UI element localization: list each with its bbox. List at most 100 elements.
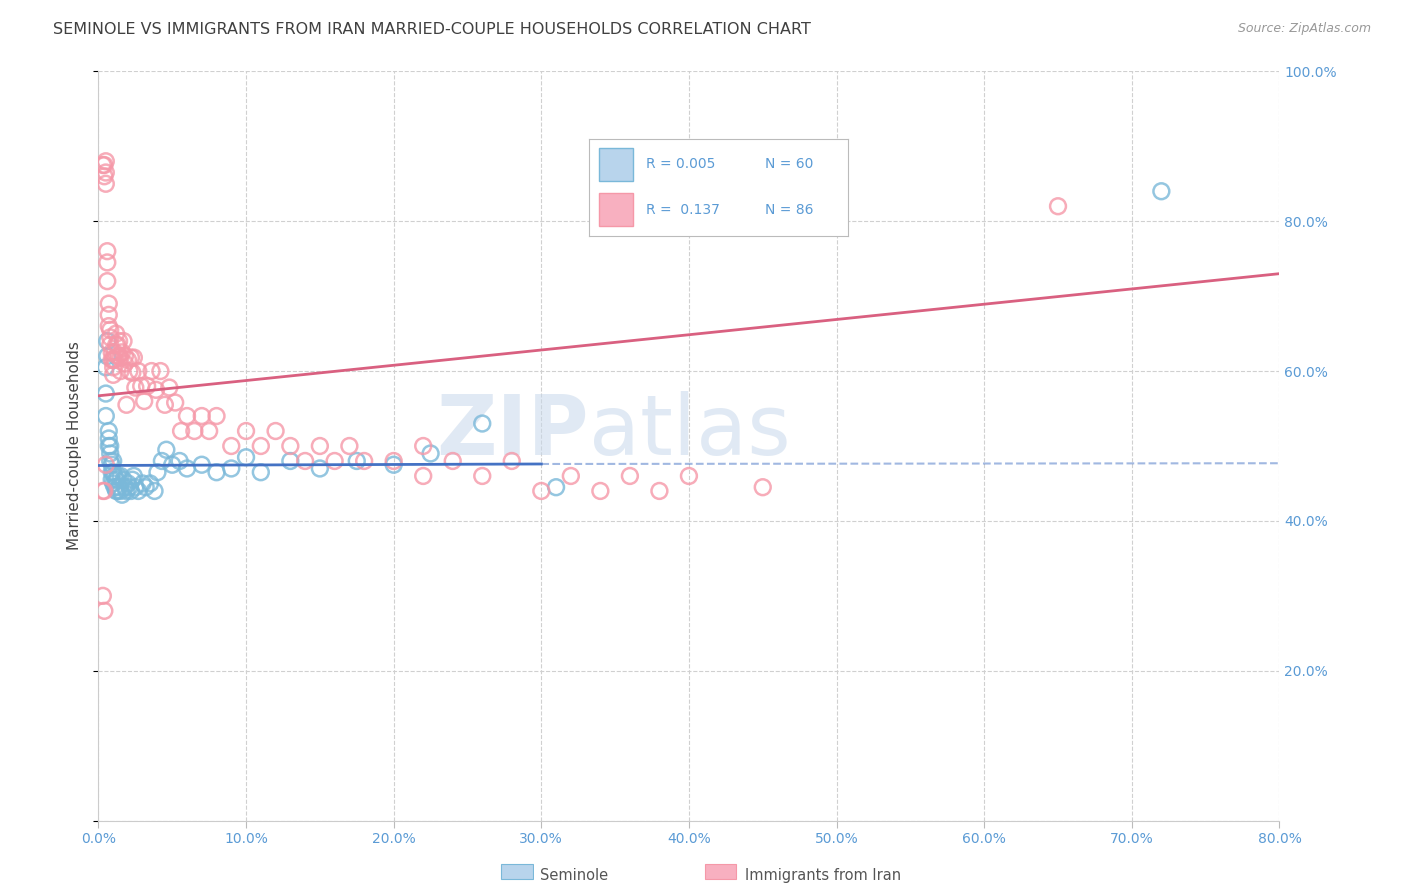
Point [115, 483, 138, 498]
Point [98, 439, 121, 453]
Point [110, 364, 132, 378]
Point [96, 255, 118, 269]
Point [419, 446, 441, 460]
Point [120, 351, 142, 365]
Point [353, 454, 375, 468]
Point [155, 442, 177, 457]
Point [122, 469, 145, 483]
Point [98, 330, 121, 344]
Point [560, 469, 582, 483]
Point [91, 158, 114, 172]
Point [135, 480, 157, 494]
Point [134, 394, 156, 409]
Point [471, 469, 494, 483]
Point [149, 364, 172, 378]
Point [103, 476, 125, 491]
Point [157, 380, 180, 394]
Point [105, 473, 128, 487]
Text: Immigrants from Iran: Immigrants from Iran [745, 869, 901, 883]
Point [118, 480, 141, 494]
Point [103, 368, 125, 382]
Point [150, 454, 173, 468]
Point [205, 465, 228, 479]
Point [100, 458, 122, 472]
Point [471, 417, 494, 431]
Point [129, 379, 152, 393]
Point [96, 244, 118, 259]
Point [107, 469, 129, 483]
Point [94, 165, 117, 179]
Point [97, 424, 120, 438]
Point [93, 158, 115, 172]
Point [323, 454, 346, 468]
Point [97, 296, 120, 310]
Point [382, 454, 405, 468]
Point [105, 326, 128, 341]
Text: ZIP: ZIP [436, 391, 589, 472]
Point [121, 473, 143, 487]
Y-axis label: Married-couple Households: Married-couple Households [67, 342, 83, 550]
Point [103, 465, 125, 479]
Point [165, 395, 187, 409]
Point [115, 398, 138, 412]
Point [127, 364, 149, 378]
Point [235, 424, 257, 438]
Point [104, 352, 127, 367]
Point [91, 483, 114, 498]
Point [110, 351, 132, 365]
Point [127, 483, 149, 498]
Point [176, 409, 198, 423]
Point [111, 488, 134, 502]
Point [107, 338, 129, 352]
Point [104, 480, 127, 494]
Point [264, 424, 287, 438]
Point [412, 469, 434, 483]
Point [122, 351, 145, 365]
Point [309, 439, 332, 453]
Point [546, 480, 568, 494]
Point [339, 439, 361, 453]
Point [280, 439, 302, 453]
Point [143, 483, 166, 498]
Point [117, 352, 139, 367]
Point [121, 366, 143, 380]
Point [124, 380, 146, 394]
Point [183, 424, 205, 438]
Point [103, 454, 125, 468]
Point [96, 334, 118, 348]
Point [111, 345, 134, 359]
Point [501, 454, 523, 468]
Point [97, 439, 120, 453]
Point [412, 439, 434, 453]
Point [162, 458, 183, 472]
Point [93, 169, 115, 184]
Point [619, 469, 641, 483]
Point [118, 364, 141, 378]
Point [221, 461, 243, 475]
Point [120, 483, 142, 498]
Point [114, 349, 136, 363]
Point [530, 483, 553, 498]
Point [98, 323, 121, 337]
Point [205, 409, 228, 423]
Point [108, 349, 131, 363]
Point [117, 476, 139, 491]
Point [100, 352, 122, 367]
Point [1046, 199, 1070, 213]
Point [170, 424, 193, 438]
Point [110, 469, 132, 483]
Point [441, 454, 464, 468]
Point [100, 473, 122, 487]
Point [198, 424, 221, 438]
Point [146, 465, 169, 479]
Point [107, 349, 129, 363]
Point [100, 345, 122, 359]
Point [93, 604, 115, 618]
Point [141, 364, 163, 378]
Point [139, 476, 162, 491]
Point [94, 409, 117, 423]
Point [103, 360, 125, 375]
Point [105, 483, 128, 498]
Point [103, 352, 125, 367]
Point [1150, 184, 1173, 198]
